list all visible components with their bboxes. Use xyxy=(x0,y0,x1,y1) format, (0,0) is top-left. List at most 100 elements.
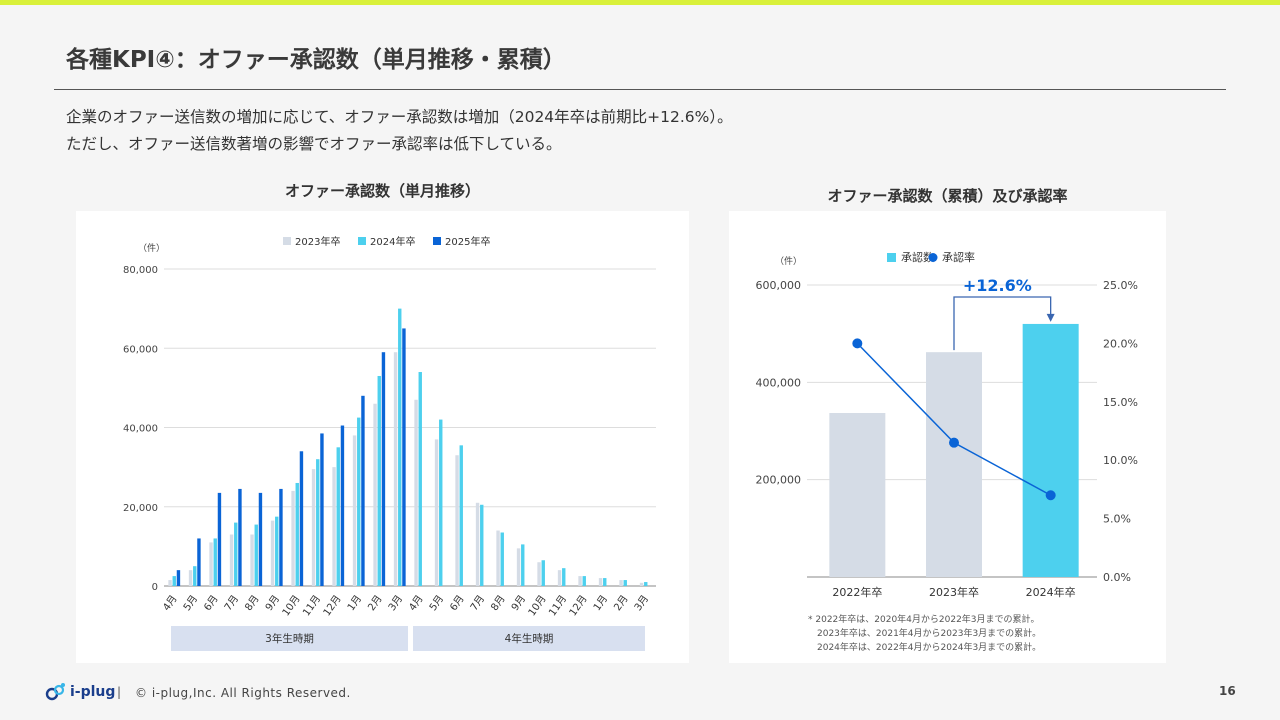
bar-2023年卒-9 xyxy=(352,435,357,586)
bar-2024年卒-0 xyxy=(172,576,176,586)
y-tick-label: 600,000 xyxy=(756,279,802,292)
x-tick-label: 10月 xyxy=(280,593,303,619)
bar-2023年卒-4 xyxy=(250,534,254,586)
period-band-3rd xyxy=(171,626,408,651)
y-tick-label: 400,000 xyxy=(756,376,802,389)
x-tick-label: 12月 xyxy=(567,593,590,619)
bar-2025年卒-10 xyxy=(381,352,386,586)
x-tick-label: 9月 xyxy=(509,593,528,613)
bar-承認数-1 xyxy=(926,352,982,577)
bar-2024年卒-14 xyxy=(459,445,463,586)
bar-2024年卒-11 xyxy=(398,308,402,586)
bar-2024年卒-12 xyxy=(418,372,422,586)
bar-2025年卒-4 xyxy=(258,492,263,586)
bar-2023年卒-7 xyxy=(311,469,316,586)
x-tick-label: 12月 xyxy=(321,593,344,619)
note-line: 2024年卒は、2022年4月から2024年3月までの累計。 xyxy=(817,641,1041,653)
page-title: 各種KPI④：オファー承認数（単月推移・累積） xyxy=(66,47,566,73)
legend-swatch-承認数 xyxy=(887,253,896,262)
bar-2025年卒-0 xyxy=(176,570,181,586)
chart2-title: オファー承認数（累積）及び承認率 xyxy=(827,187,1068,205)
bar-2024年卒-6 xyxy=(295,482,299,586)
bar-2023年卒-15 xyxy=(475,502,480,586)
x-tick-label: 2022年卒 xyxy=(832,585,882,599)
legend-swatch-2024年卒 xyxy=(358,237,366,245)
x-tick-label: 4月 xyxy=(406,593,425,613)
bar-2024年卒-1 xyxy=(193,566,197,586)
bar-2024年卒-5 xyxy=(275,516,279,586)
note-line: 2023年卒は、2021年4月から2023年3月までの累計。 xyxy=(817,627,1041,639)
footer-separator: | xyxy=(117,685,122,699)
x-tick-label: 6月 xyxy=(447,593,466,613)
x-tick-label: 9月 xyxy=(263,593,282,613)
y-tick-label: 200,000 xyxy=(756,474,802,487)
legend-swatch-2023年卒 xyxy=(283,237,291,245)
bar-2023年卒-3 xyxy=(229,534,234,586)
bar-2023年卒-1 xyxy=(188,570,193,586)
bar-2023年卒-16 xyxy=(496,530,500,586)
bar-2024年卒-22 xyxy=(623,580,627,586)
period-label: 4年生時期 xyxy=(505,632,554,645)
bar-2023年卒-11 xyxy=(393,352,398,586)
y-tick-label: 20,000 xyxy=(123,503,158,514)
bar-2025年卒-1 xyxy=(197,538,201,586)
description-line-2: ただし、オファー送信数著増の影響でオファー承認率は低下している。 xyxy=(66,135,562,153)
x-tick-label: 6月 xyxy=(201,593,220,613)
y-tick-label: 0 xyxy=(152,582,158,593)
growth-annotation: +12.6% xyxy=(963,276,1032,295)
x-tick-label: 1月 xyxy=(591,593,610,613)
x-tick-label: 2024年卒 xyxy=(1026,585,1076,599)
bar-2023年卒-17 xyxy=(516,548,521,586)
bar-2024年卒-19 xyxy=(562,568,566,586)
growth-bracket xyxy=(953,296,1052,351)
x-tick-label: 7月 xyxy=(468,593,487,613)
legend-label: 2025年卒 xyxy=(445,235,490,248)
bar-2023年卒-2 xyxy=(209,542,213,586)
y2-tick-label: 0.0% xyxy=(1103,571,1131,584)
x-tick-label: 8月 xyxy=(242,593,261,613)
title-divider xyxy=(54,89,1226,90)
bar-承認数-0 xyxy=(829,412,886,577)
bar-2024年卒-16 xyxy=(500,532,504,586)
legend-label: 承認率 xyxy=(942,250,975,264)
y-tick-label: 80,000 xyxy=(123,265,158,276)
y-tick-label: 40,000 xyxy=(123,424,158,435)
growth-arrow-head xyxy=(1046,313,1055,322)
page-number: 16 xyxy=(1219,684,1236,698)
footer-brand: i-plug xyxy=(70,684,116,700)
bar-2025年卒-8 xyxy=(340,425,345,586)
bar-2024年卒-15 xyxy=(480,504,484,586)
bar-2025年卒-3 xyxy=(238,488,242,586)
x-tick-label: 3月 xyxy=(386,593,405,613)
bar-2024年卒-17 xyxy=(521,544,525,586)
bar-2025年卒-5 xyxy=(279,488,283,586)
bar-2025年卒-2 xyxy=(217,492,222,586)
x-tick-label: 5月 xyxy=(427,593,446,613)
y-tick-label: 60,000 xyxy=(123,344,158,355)
bar-2023年卒-0 xyxy=(168,580,172,586)
i-plug-logo-icon xyxy=(45,683,65,701)
bar-2024年卒-10 xyxy=(377,375,381,586)
x-tick-label: 2023年卒 xyxy=(929,585,979,599)
bar-2025年卒-11 xyxy=(402,328,406,586)
bar-2024年卒-23 xyxy=(644,582,648,586)
x-tick-label: 8月 xyxy=(488,593,507,613)
y2-tick-label: 20.0% xyxy=(1103,337,1138,350)
x-tick-label: 2月 xyxy=(365,593,384,613)
bar-2025年卒-7 xyxy=(320,433,324,586)
y-unit-label: （件） xyxy=(775,255,802,267)
legend-label: 2024年卒 xyxy=(370,235,415,248)
bar-2023年卒-10 xyxy=(373,403,377,586)
description-line-1: 企業のオファー送信数の増加に応じて、オファー承認数は増加（2024年卒は前期比+… xyxy=(66,108,733,126)
legend-label: 承認数 xyxy=(901,250,934,264)
bar-2024年卒-13 xyxy=(439,419,443,586)
bar-2024年卒-18 xyxy=(541,560,545,586)
note-line: * 2022年卒は、2020年4月から2022年3月までの累計。 xyxy=(808,613,1040,625)
legend-swatch-承認率 xyxy=(928,253,938,262)
x-tick-label: 11月 xyxy=(546,593,569,619)
period-band-4th xyxy=(413,626,645,651)
y2-tick-label: 15.0% xyxy=(1103,396,1138,409)
bar-2024年卒-21 xyxy=(603,578,607,586)
chart1-title: オファー承認数（単月推移） xyxy=(284,182,480,200)
